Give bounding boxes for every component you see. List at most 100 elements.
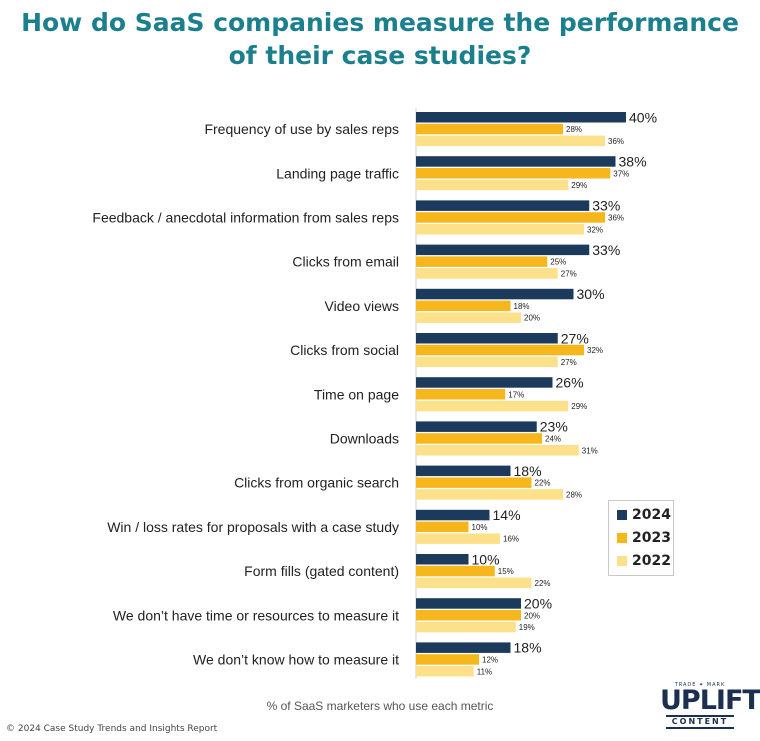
bar-2022 xyxy=(416,533,500,544)
legend-item-2022: 2022 xyxy=(617,553,671,569)
value-label-2024: 18% xyxy=(514,640,542,656)
bar-2024 xyxy=(416,333,558,344)
value-label-2023: 18% xyxy=(514,302,530,311)
legend-item-2023: 2023 xyxy=(617,530,671,546)
value-label-2023: 22% xyxy=(535,479,551,488)
bar-2023 xyxy=(416,610,521,621)
value-label-2022: 19% xyxy=(519,623,535,632)
legend-label-2022: 2022 xyxy=(632,553,671,569)
value-label-2022: 29% xyxy=(571,181,587,190)
value-label-2022: 27% xyxy=(561,358,577,367)
value-label-2023: 37% xyxy=(613,169,629,178)
value-label-2024: 33% xyxy=(592,242,620,258)
value-label-2022: 36% xyxy=(608,137,624,146)
category-label: Win / loss rates for proposals with a ca… xyxy=(107,519,399,535)
bar-2023 xyxy=(416,168,611,179)
chart-title: How do SaaS companies measure the perfor… xyxy=(0,6,760,72)
bar-2024 xyxy=(416,598,521,609)
legend-swatch-2023 xyxy=(617,533,627,543)
bar-2024 xyxy=(416,244,590,256)
title-line-2: of their case studies? xyxy=(228,41,532,70)
logo-trademark: TRADE ✦ MARK xyxy=(674,682,726,688)
bar-2024 xyxy=(416,421,537,432)
value-label-2022: 27% xyxy=(561,269,577,278)
bar-2024 xyxy=(416,509,490,521)
value-label-2023: 36% xyxy=(608,213,624,222)
category-label: Clicks from social xyxy=(290,342,399,358)
value-label-2023: 15% xyxy=(498,567,514,576)
bar-2022 xyxy=(416,445,579,456)
category-label: Frequency of use by sales reps xyxy=(204,121,399,137)
value-label-2023: 12% xyxy=(482,655,498,664)
value-label-2024: 20% xyxy=(524,595,552,611)
legend: 2024 2023 2022 xyxy=(608,500,674,576)
bar-2023 xyxy=(416,654,479,665)
bar-2024 xyxy=(416,156,616,167)
value-label-2023: 28% xyxy=(566,125,582,134)
category-label: We don’t have time or resources to measu… xyxy=(113,607,399,623)
value-label-2023: 25% xyxy=(550,258,566,267)
bar-2024 xyxy=(416,465,511,477)
category-label: Video views xyxy=(325,298,399,314)
bar-2023 xyxy=(416,521,469,533)
category-label: Clicks from email xyxy=(292,254,399,270)
value-label-2023: 20% xyxy=(524,611,540,620)
category-label: We don’t know how to measure it xyxy=(193,651,399,667)
category-label: Feedback / anecdotal information from sa… xyxy=(92,209,399,225)
value-label-2022: 28% xyxy=(566,490,582,499)
logo-brand: UPLIFT xyxy=(660,685,760,716)
bar-2023 xyxy=(416,477,532,488)
legend-swatch-2022 xyxy=(617,556,627,566)
legend-item-2024: 2024 xyxy=(617,507,671,523)
category-label: Downloads xyxy=(330,430,399,446)
value-label-2022: 16% xyxy=(503,535,519,544)
legend-label-2023: 2023 xyxy=(632,530,671,546)
bar-2022 xyxy=(416,135,605,147)
bar-2024 xyxy=(416,554,469,565)
bar-2023 xyxy=(416,300,511,312)
value-label-2024: 30% xyxy=(577,286,605,302)
value-label-2022: 29% xyxy=(571,402,587,411)
value-label-2024: 14% xyxy=(493,507,521,523)
value-label-2023: 10% xyxy=(472,523,488,532)
value-label-2024: 23% xyxy=(540,419,568,435)
bar-2024 xyxy=(416,642,511,653)
bar-2022 xyxy=(416,179,569,191)
title-line-1: How do SaaS companies measure the perfor… xyxy=(21,8,739,37)
value-label-2024: 33% xyxy=(592,198,620,214)
logo-sub: CONTENT xyxy=(666,715,734,729)
value-label-2022: 32% xyxy=(587,225,603,234)
value-label-2023: 32% xyxy=(587,346,603,355)
value-label-2024: 26% xyxy=(556,374,584,390)
bar-2024 xyxy=(416,288,574,300)
value-label-2022: 11% xyxy=(477,667,492,676)
value-label-2022: 20% xyxy=(524,314,540,323)
bar-2022 xyxy=(416,489,563,500)
category-label: Clicks from organic search xyxy=(234,475,399,491)
bar-2023 xyxy=(416,389,506,400)
bar-2023 xyxy=(416,344,584,356)
bar-2023 xyxy=(416,433,542,444)
bar-2022 xyxy=(416,224,584,235)
bar-2022 xyxy=(416,621,516,633)
value-label-2023: 24% xyxy=(545,434,561,443)
value-label-2022: 31% xyxy=(582,446,598,455)
legend-swatch-2024 xyxy=(617,510,627,520)
value-label-2023: 17% xyxy=(508,390,524,399)
value-label-2024: 10% xyxy=(472,551,500,567)
source-credit: © 2024 Case Study Trends and Insights Re… xyxy=(6,724,218,734)
value-label-2022: 22% xyxy=(535,579,551,588)
category-label: Time on page xyxy=(314,386,399,402)
bar-2022 xyxy=(416,268,558,279)
bar-2022 xyxy=(416,312,521,323)
value-label-2024: 40% xyxy=(629,109,657,125)
value-label-2024: 38% xyxy=(619,153,647,169)
bar-2023 xyxy=(416,212,605,223)
bar-2023 xyxy=(416,256,548,267)
category-label: Landing page traffic xyxy=(276,165,399,181)
bar-2023 xyxy=(416,565,495,577)
bar-2022 xyxy=(416,577,532,589)
legend-label-2024: 2024 xyxy=(632,507,671,523)
uplift-content-logo: TRADE ✦ MARK UPLIFT CONTENT xyxy=(660,682,760,734)
